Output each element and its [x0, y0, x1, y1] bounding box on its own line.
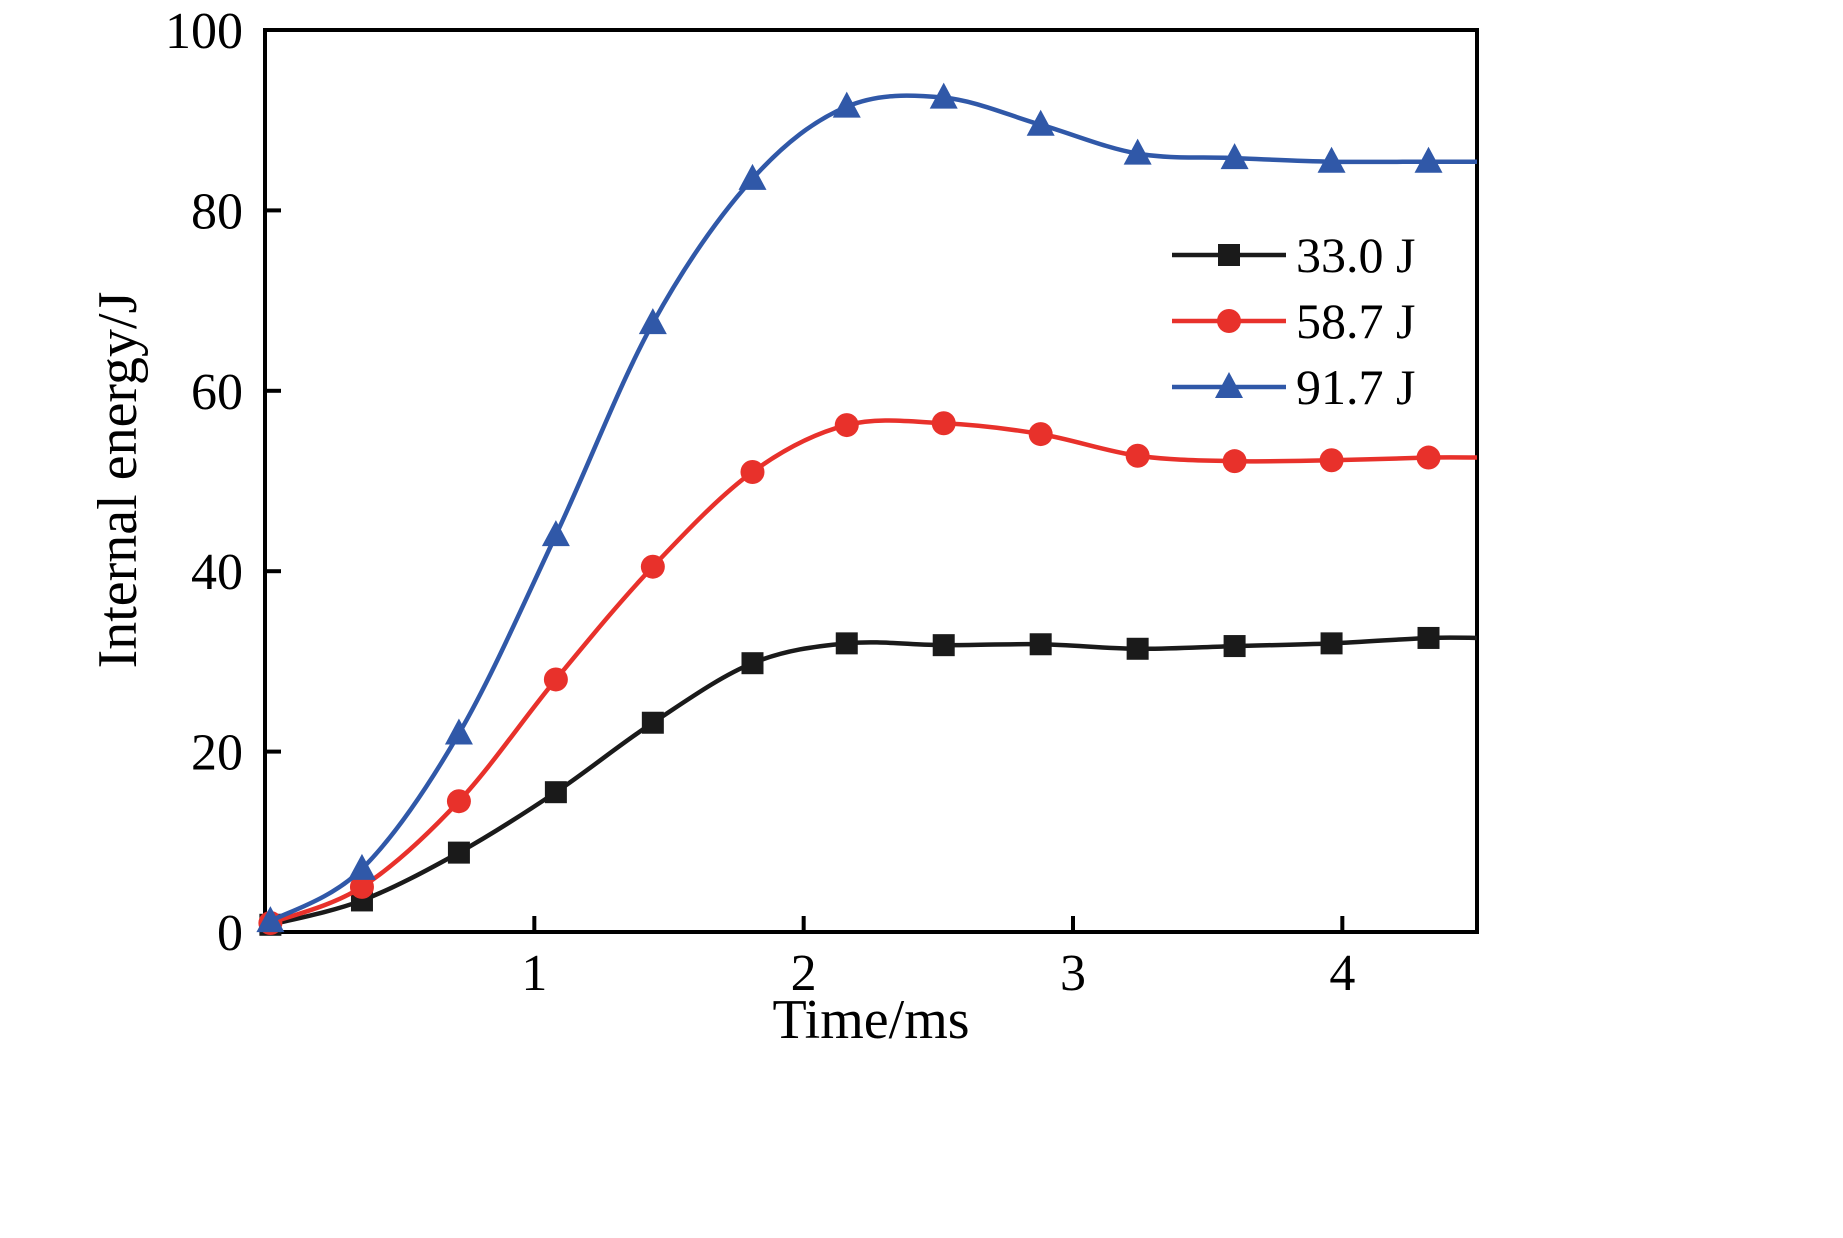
- legend: 33.0 J 58.7 J 91.7 J: [1172, 222, 1415, 420]
- data-point-square: [1126, 637, 1149, 660]
- x-tick-label: 2: [791, 945, 817, 1002]
- x-tick-label: 3: [1060, 945, 1086, 1002]
- data-point-circle: [1319, 448, 1344, 473]
- data-point-circle: [1217, 309, 1241, 333]
- axis-frame: [263, 28, 1479, 934]
- data-point-triangle: [1220, 143, 1249, 170]
- series-58.7-J: [258, 411, 1478, 935]
- y-tick-label: 40: [191, 544, 243, 601]
- data-point-circle: [1125, 443, 1150, 468]
- legend-entry: 58.7 J: [1172, 288, 1415, 354]
- data-point-square: [447, 841, 470, 864]
- data-point-square: [1417, 626, 1440, 649]
- data-point-triangle: [1123, 138, 1152, 165]
- data-point-circle: [1222, 449, 1247, 474]
- y-axis-label: Internal energy/J: [87, 291, 149, 669]
- data-point-triangle: [541, 520, 570, 547]
- series-91.7-J: [256, 82, 1477, 933]
- data-point-triangle: [347, 853, 376, 880]
- y-tick-label: 100: [165, 3, 243, 60]
- data-point-circle: [543, 667, 568, 692]
- data-point-square: [1320, 632, 1343, 655]
- data-point-square: [641, 711, 664, 734]
- y-tick-label: 60: [191, 364, 243, 421]
- data-point-circle: [740, 459, 765, 484]
- data-point-triangle: [1414, 146, 1443, 173]
- data-point-triangle: [738, 163, 767, 190]
- x-axis-label: Time/ms: [772, 989, 970, 1051]
- data-point-circle: [1028, 422, 1053, 447]
- data-point-triangle: [444, 718, 473, 745]
- data-point-square: [741, 652, 764, 675]
- data-point-square: [1223, 635, 1246, 658]
- data-point-triangle: [1215, 372, 1243, 398]
- y-tick-label: 80: [191, 183, 243, 240]
- legend-entry: 33.0 J: [1172, 222, 1415, 288]
- data-point-circle: [931, 411, 956, 436]
- legend-marker-triangle-icon: [1172, 365, 1286, 409]
- data-point-circle: [349, 874, 374, 899]
- data-point-triangle: [1026, 109, 1055, 136]
- data-point-circle: [446, 789, 471, 814]
- data-point-circle: [640, 554, 665, 579]
- series-33.0-J: [259, 626, 1478, 936]
- data-point-triangle: [832, 91, 861, 118]
- data-point-triangle: [929, 82, 958, 109]
- data-point-circle: [834, 413, 859, 438]
- data-point-square: [932, 634, 955, 657]
- legend-label: 91.7 J: [1296, 359, 1416, 415]
- data-point-triangle: [638, 308, 667, 335]
- series-line: [269, 635, 1478, 927]
- legend-marker-square-icon: [1172, 233, 1286, 277]
- data-point-square: [835, 632, 858, 655]
- data-point-square: [544, 781, 567, 804]
- y-tick-label: 20: [191, 725, 243, 782]
- legend-marker-circle-icon: [1172, 299, 1286, 343]
- data-point-triangle: [1317, 146, 1346, 173]
- data-point-triangle: [256, 906, 285, 933]
- data-point-square: [1029, 633, 1052, 656]
- legend-entry: 91.7 J: [1172, 354, 1415, 420]
- legend-label: 58.7 J: [1296, 293, 1416, 349]
- legend-label: 33.0 J: [1296, 227, 1416, 283]
- data-point-square: [1218, 244, 1240, 266]
- y-tick-label: 0: [217, 905, 243, 962]
- data-point-circle: [1416, 445, 1441, 470]
- x-tick-label: 1: [521, 945, 547, 1002]
- x-tick-label: 4: [1329, 945, 1355, 1002]
